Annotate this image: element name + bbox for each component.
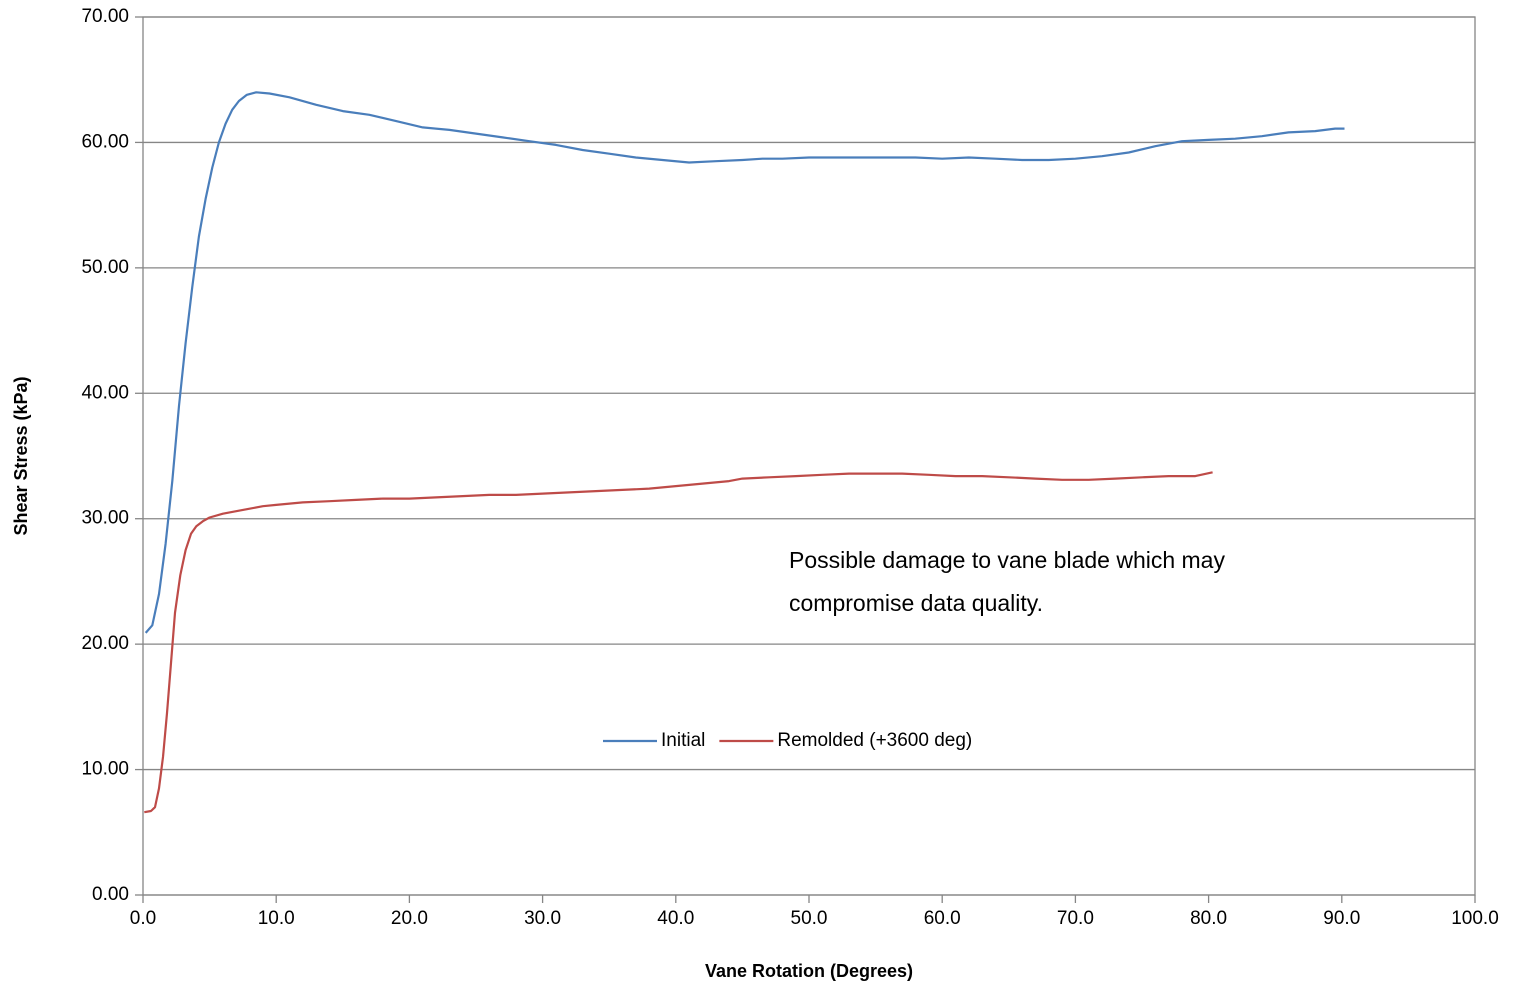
x-tick-label: 20.0 xyxy=(391,908,428,929)
y-tick-label: 10.00 xyxy=(81,759,129,780)
y-tick-label: 40.00 xyxy=(81,382,129,403)
y-axis-label: Shear Stress (kPa) xyxy=(11,376,31,535)
x-tick-label: 70.0 xyxy=(1057,908,1094,929)
x-tick-label: 100.0 xyxy=(1451,908,1499,929)
x-tick-label: 30.0 xyxy=(524,908,561,929)
x-tick-label: 80.0 xyxy=(1190,908,1227,929)
annotation: Possible damage to vane blade which may xyxy=(789,547,1225,573)
annotation: compromise data quality. xyxy=(789,590,1043,616)
y-tick-label: 50.00 xyxy=(81,257,129,278)
x-axis-label: Vane Rotation (Degrees) xyxy=(705,961,913,981)
x-tick-label: 50.0 xyxy=(791,908,828,929)
plot-border xyxy=(142,16,1476,896)
x-tick-label: 40.0 xyxy=(657,908,694,929)
y-tick-label: 70.00 xyxy=(81,6,129,27)
x-tick-label: 0.0 xyxy=(130,908,156,929)
series-line xyxy=(144,91,1345,634)
y-tick-label: 20.00 xyxy=(81,633,129,654)
series-line xyxy=(144,471,1213,814)
x-tick-label: 60.0 xyxy=(924,908,961,929)
y-tick-label: 30.00 xyxy=(81,508,129,529)
legend-label: Initial xyxy=(661,730,705,751)
legend-label: Remolded (+3600 deg) xyxy=(777,730,972,751)
y-tick-label: 60.00 xyxy=(81,131,129,152)
x-tick-label: 90.0 xyxy=(1323,908,1360,929)
x-tick-label: 10.0 xyxy=(258,908,295,929)
y-tick-label: 0.00 xyxy=(92,884,129,905)
